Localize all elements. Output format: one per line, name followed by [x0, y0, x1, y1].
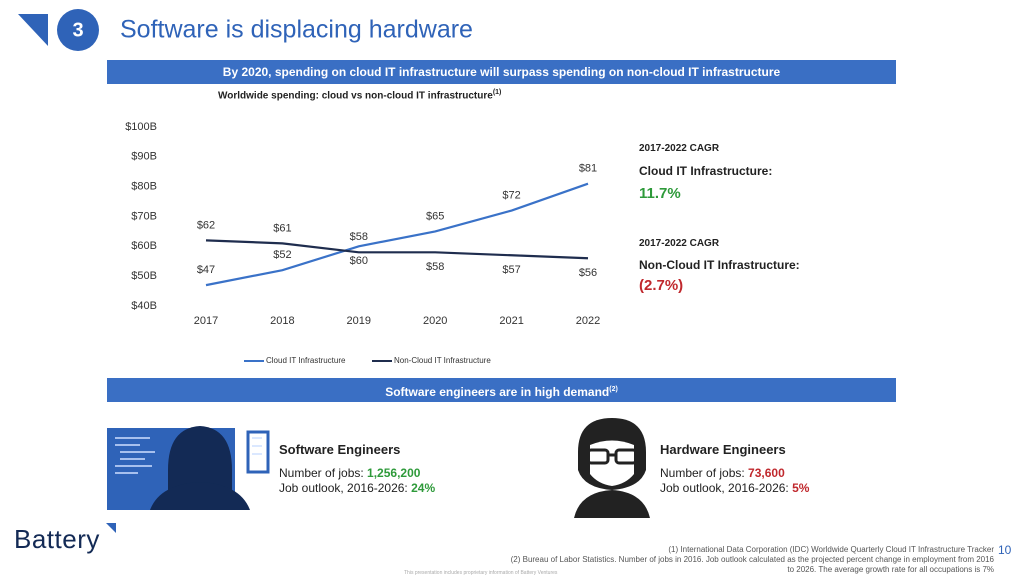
chart-title-wrap: Worldwide spending: cloud vs non-cloud I… — [218, 89, 501, 101]
logo-mark — [106, 523, 116, 533]
x-tick-label: 2017 — [194, 315, 218, 327]
footnotes: (1) International Data Corporation (IDC)… — [511, 545, 994, 575]
series-line — [205, 239, 589, 260]
jobs-value: 73,600 — [748, 466, 785, 480]
x-tick-label: 2021 — [499, 315, 523, 327]
data-label: $57 — [502, 264, 520, 276]
banner: By 2020, spending on cloud IT infrastruc… — [107, 60, 896, 84]
software-engineer-icon — [107, 426, 270, 510]
cagr-label: 2017-2022 CAGR — [639, 143, 720, 154]
footnote: (2) Bureau of Labor Statistics. Number o… — [510, 555, 994, 564]
slide-number-badge: 3 — [72, 19, 83, 41]
outlook-line: Job outlook, 2016-2026: 24% — [279, 481, 435, 495]
y-tick-label: $60B — [131, 240, 157, 252]
jobs-label: Number of jobs: — [660, 466, 745, 480]
outlook-line: Job outlook, 2016-2026: 5% — [660, 481, 809, 495]
jobs-line: Number of jobs: 1,256,200 — [279, 466, 420, 480]
data-label: $52 — [273, 249, 291, 261]
card-title: Software Engineers — [279, 442, 401, 457]
outlook-value: 5% — [792, 481, 810, 495]
cagr-value: 11.7% — [639, 185, 681, 202]
series-line — [205, 182, 589, 287]
x-tick-label: 2018 — [270, 315, 294, 327]
corner-mark — [18, 14, 48, 46]
number-badge — [57, 9, 99, 51]
banner: Software engineers are in high demand(2) — [107, 378, 896, 402]
jobs-line: Number of jobs: 73,600 — [660, 466, 785, 480]
cagr-name: Non-Cloud IT Infrastructure: — [639, 258, 800, 272]
legend-label: Cloud IT Infrastructure — [266, 356, 346, 365]
data-label: $58 — [350, 231, 368, 243]
footnote-ref: (1) — [492, 89, 502, 96]
data-label: $81 — [579, 163, 597, 175]
y-tick-label: $100B — [125, 121, 157, 133]
disclaimer: This presentation includes proprietary i… — [404, 570, 558, 576]
data-label: $65 — [426, 210, 444, 222]
data-label: $56 — [579, 267, 597, 279]
y-tick-label: $90B — [131, 151, 157, 163]
footnote: (1) International Data Corporation (IDC)… — [668, 545, 994, 554]
slide-title: Software is displacing hardware — [120, 16, 473, 44]
data-label: $62 — [197, 219, 215, 231]
chart-title: Worldwide spending: cloud vs non-cloud I… — [218, 90, 493, 102]
y-tick-label: $80B — [131, 181, 157, 193]
cagr-name: Cloud IT Infrastructure: — [639, 164, 773, 178]
footnote: to 2026. The average growth rate for all… — [787, 565, 994, 574]
outlook-label: Job outlook, 2016-2026: — [279, 481, 408, 495]
banner-text: Software engineers are in high demand — [385, 385, 610, 399]
data-label: $61 — [273, 222, 291, 234]
footnote-ref: (2) — [609, 386, 618, 393]
logo: Battery — [14, 524, 100, 554]
x-tick-label: 2019 — [347, 315, 371, 327]
x-tick-label: 2020 — [423, 315, 447, 327]
cagr-label: 2017-2022 CAGR — [639, 238, 720, 249]
y-tick-label: $40B — [131, 300, 157, 312]
x-tick-label: 2022 — [576, 315, 600, 327]
jobs-label: Number of jobs: — [279, 466, 364, 480]
data-label: $72 — [502, 189, 520, 201]
y-tick-label: $70B — [131, 210, 157, 222]
card-title: Hardware Engineers — [660, 442, 786, 457]
jobs-value: 1,256,200 — [367, 466, 421, 480]
outlook-value: 24% — [411, 481, 436, 495]
data-label: $58 — [426, 261, 444, 273]
outlook-label: Job outlook, 2016-2026: — [660, 481, 789, 495]
data-label: $47 — [197, 264, 215, 276]
page-number: 10 — [998, 543, 1012, 557]
hardware-engineer-icon — [574, 418, 650, 518]
y-tick-label: $50B — [131, 270, 157, 282]
data-label: $60 — [350, 255, 368, 267]
legend-label: Non-Cloud IT Infrastructure — [394, 356, 491, 365]
cagr-value: (2.7%) — [639, 277, 684, 294]
